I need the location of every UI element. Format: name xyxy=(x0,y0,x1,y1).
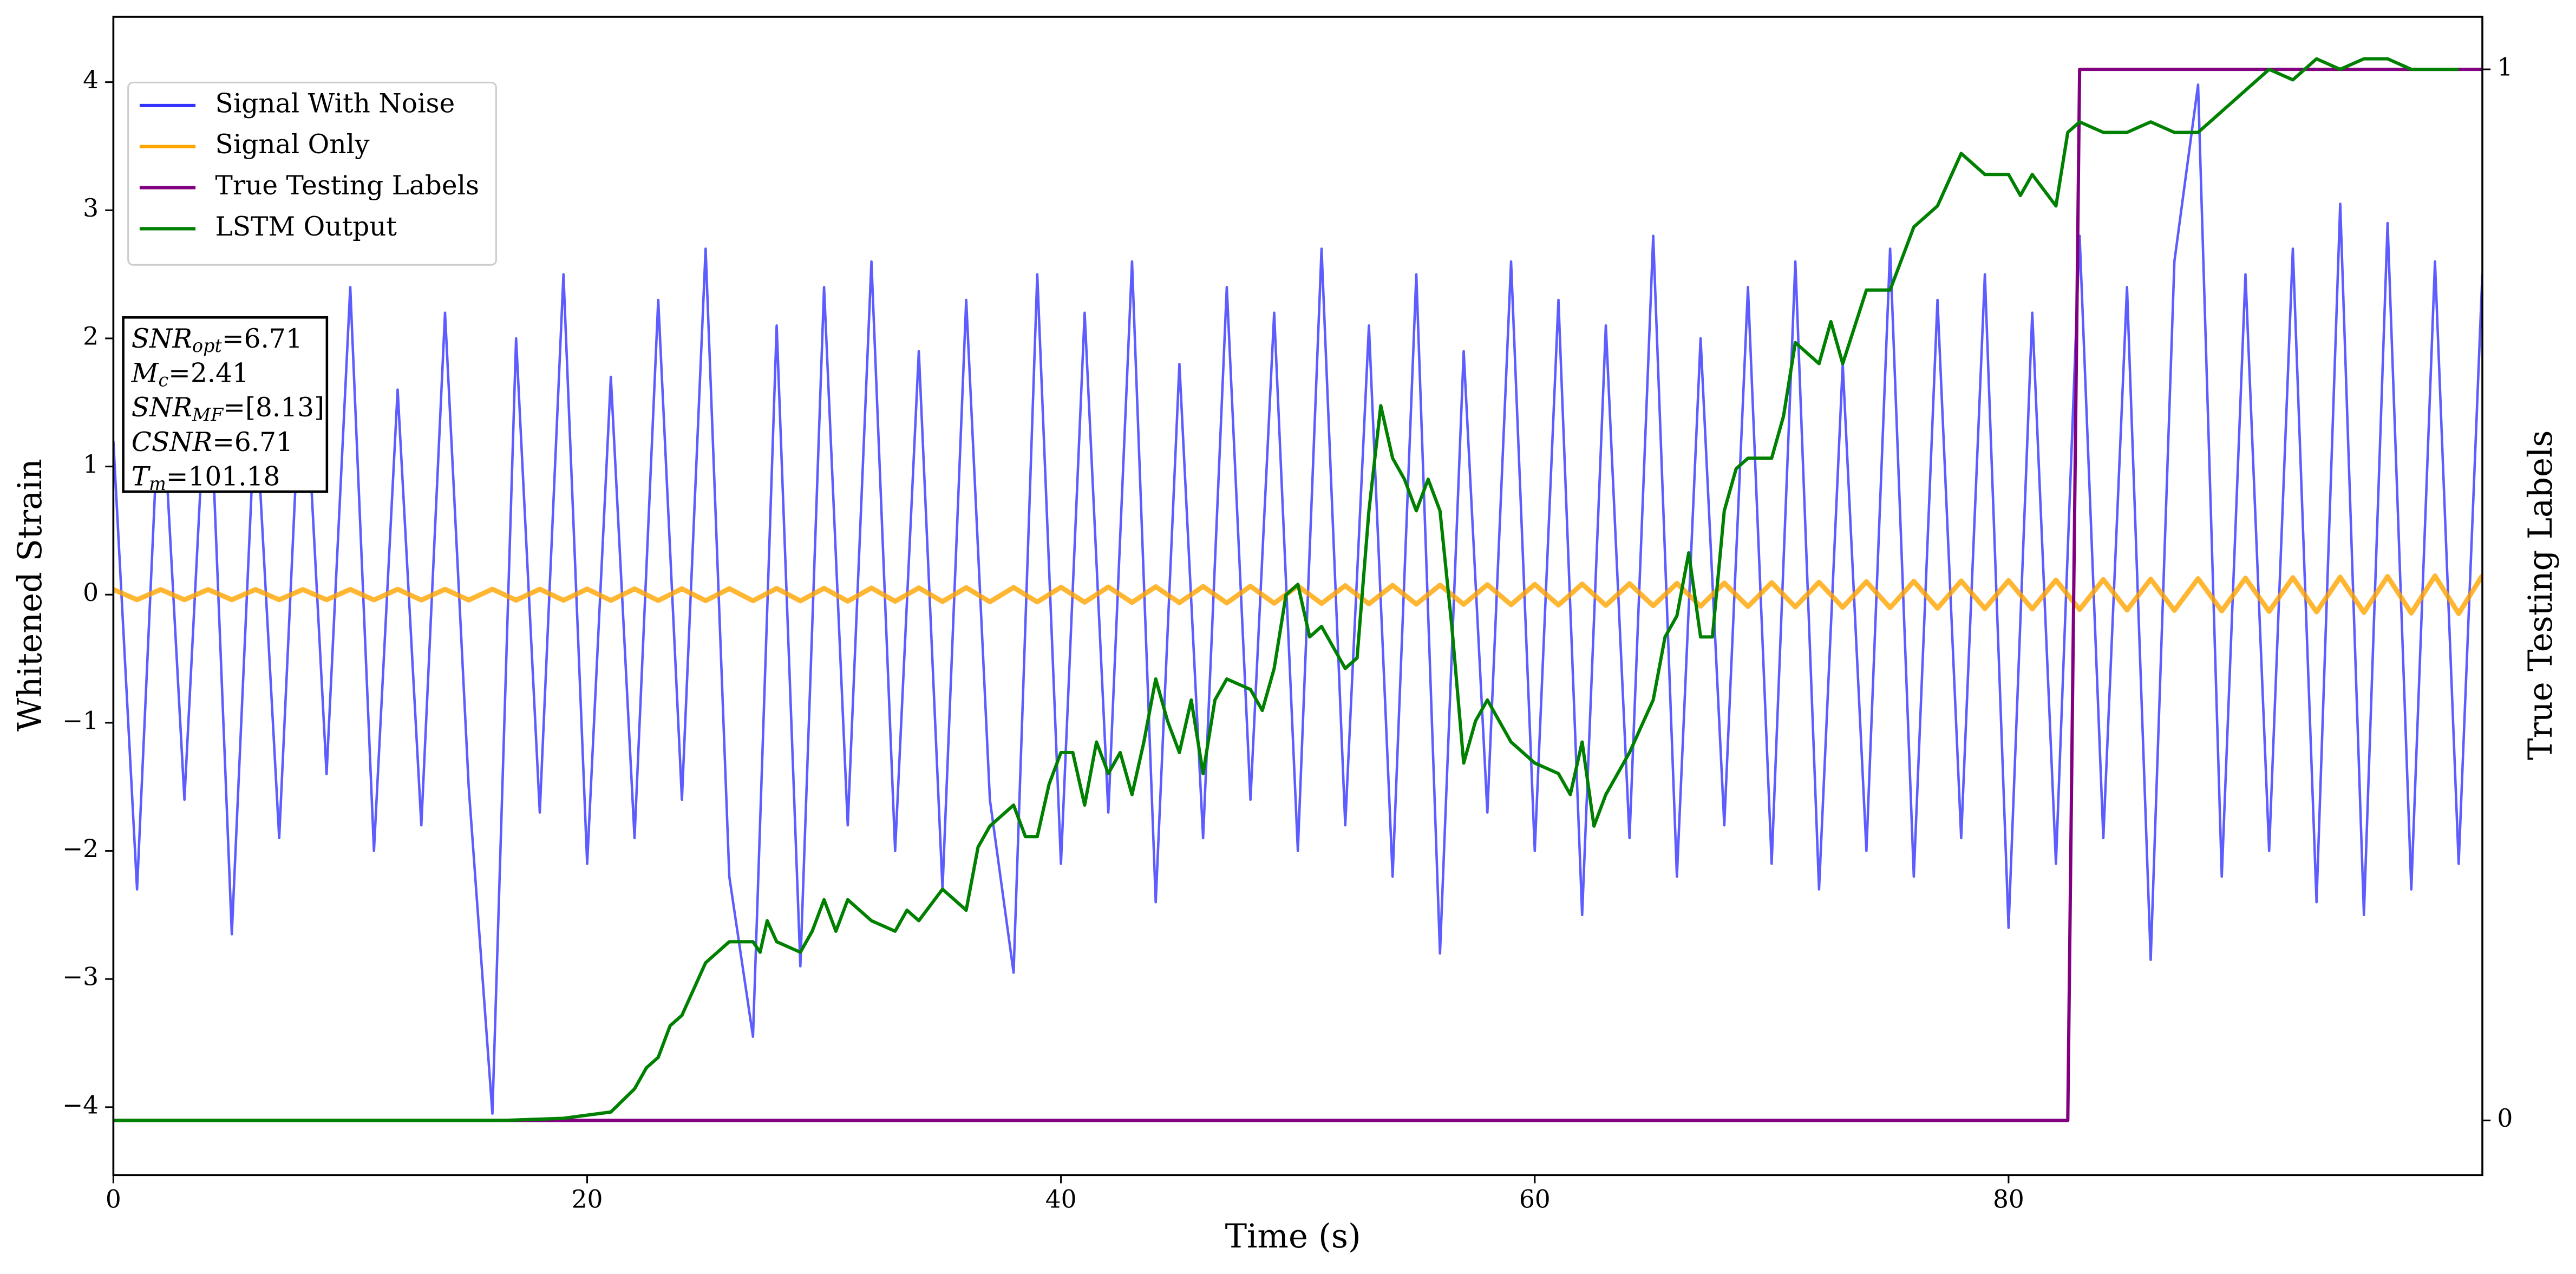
y-tick-label: −4 xyxy=(62,1090,99,1119)
annotation-line: SNRopt=6.71 xyxy=(132,323,303,356)
annotation-sub: opt xyxy=(192,335,222,356)
y-tick-label: 0 xyxy=(83,578,99,607)
y-tick-label: 1 xyxy=(83,450,99,479)
y-tick-label: 2 xyxy=(83,322,99,350)
x-axis-label: Time (s) xyxy=(1225,1218,1361,1256)
y-tick-label: 3 xyxy=(83,194,99,223)
annotation-name: CSNR xyxy=(132,427,212,457)
annotation-box xyxy=(122,316,329,493)
y-tick-label: −1 xyxy=(62,706,99,735)
series-line xyxy=(113,573,2483,616)
annotation-sub: MF xyxy=(192,404,224,425)
annotation-value: =101.18 xyxy=(166,461,280,492)
x-tick-label: 0 xyxy=(106,1185,121,1213)
annotation-value: =6.71 xyxy=(212,427,293,457)
annotation-value: =6.71 xyxy=(222,323,303,354)
y-axis-label: Whitened Strain xyxy=(11,459,49,731)
series-line xyxy=(113,68,2483,1122)
annotation-sub: m xyxy=(149,473,166,494)
annotation-name: SNR xyxy=(132,323,192,354)
annotation-sub: c xyxy=(158,370,168,391)
annotation-value: =2.41 xyxy=(168,358,249,388)
legend-label: Signal Only xyxy=(215,129,370,160)
plot-area xyxy=(113,57,2483,1122)
annotation-name: T xyxy=(132,461,151,492)
annotation-name: SNR xyxy=(132,393,192,423)
legend-label: LSTM Output xyxy=(215,212,397,242)
annotation-name: M xyxy=(131,358,159,388)
y2-tick-label: 1 xyxy=(2497,53,2513,82)
plot-frame xyxy=(112,16,2483,1177)
x-tick-label: 20 xyxy=(572,1185,603,1213)
annotation-line: CSNR=6.71 xyxy=(132,427,293,457)
legend-label: True Testing Labels xyxy=(215,171,480,201)
annotation-value: =[8.13] xyxy=(223,393,324,423)
y2-axis-label: True Testing Labels xyxy=(2522,430,2560,760)
y-tick-label: −2 xyxy=(62,834,99,863)
x-tick-label: 80 xyxy=(1993,1185,2024,1213)
y-tick-label: 4 xyxy=(83,66,99,94)
legend-label: Signal With Noise xyxy=(215,88,455,119)
y2-tick-label: 0 xyxy=(2497,1104,2513,1133)
series-line xyxy=(113,57,2459,1122)
annotation-line: Tm=101.18 xyxy=(132,461,280,494)
x-tick-label: 60 xyxy=(1519,1185,1551,1213)
annotation-line: Mc=2.41 xyxy=(131,358,249,391)
y-tick-label: −3 xyxy=(62,963,99,991)
x-tick-label: 40 xyxy=(1045,1185,1077,1213)
annotation-line: SNRMF=[8.13] xyxy=(132,393,324,426)
legend-box xyxy=(127,81,497,266)
